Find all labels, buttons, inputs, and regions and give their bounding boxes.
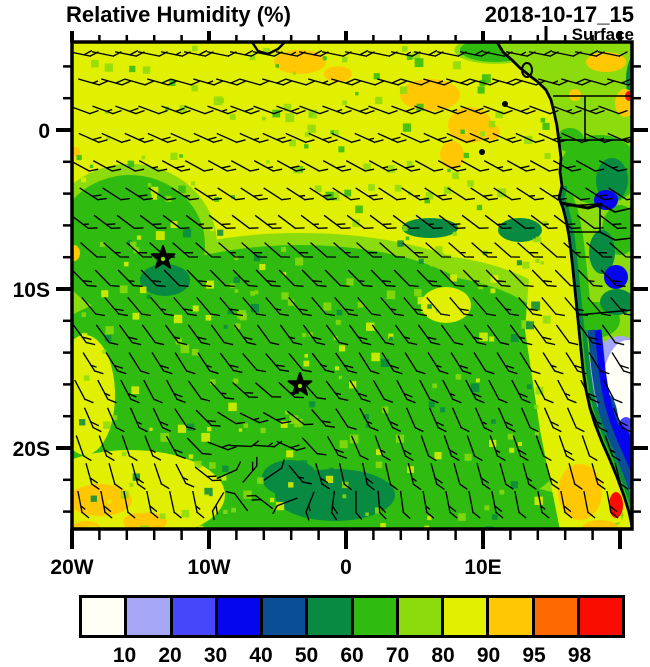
coastline: [495, 42, 632, 527]
x-tick-label: 0: [340, 556, 352, 579]
colorbar-label: 30: [203, 644, 228, 667]
island-outline: [521, 62, 533, 78]
colorbar-label: 50: [294, 644, 319, 667]
colorbar-box: [486, 595, 535, 638]
page-title: Relative Humidity (%): [66, 2, 291, 27]
island-dot: [479, 149, 485, 155]
colorbar-box: [305, 595, 354, 638]
colorbar-box: [350, 595, 399, 638]
x-axis-labels: 20W 10W 0 10E: [50, 556, 501, 579]
colorbar-label: 20: [158, 644, 182, 667]
colorbar-label: 70: [385, 644, 410, 667]
wind-barbs-layer: [72, 49, 632, 521]
y-tick-label: 0: [38, 120, 50, 143]
y-axis-labels: 0 10S 20S: [13, 120, 50, 461]
colorbar-label: 40: [249, 644, 273, 667]
axis-ticks: [56, 26, 648, 549]
colorbar-box: [79, 595, 128, 638]
star-marker: [150, 245, 176, 269]
colorbar-label: 98: [567, 644, 592, 667]
colorbar-box: [260, 595, 309, 638]
x-tick-label: 10E: [464, 556, 501, 579]
datetime-label: 2018-10-17_15: [484, 2, 634, 27]
colorbar: 10 20 30 40 50 60 70 80 90 95 98: [79, 595, 625, 667]
colorbar-box: [531, 595, 580, 638]
coast-notch: [251, 42, 286, 56]
star-marker: [287, 372, 313, 396]
colorbar-box: [441, 595, 490, 638]
colorbar-box: [169, 595, 218, 638]
y-tick-label: 20S: [13, 438, 50, 461]
island-dot: [502, 101, 508, 107]
colorbar-box: [576, 595, 625, 638]
rh-field-layer: [72, 42, 632, 529]
colorbar-box: [214, 595, 263, 638]
colorbar-box: [124, 595, 173, 638]
colorbar-label: 95: [522, 644, 546, 667]
y-tick-label: 10S: [13, 279, 50, 302]
colorbar-label: 60: [340, 644, 364, 667]
colorbar-label: 10: [112, 644, 137, 667]
colorbar-label: 90: [476, 644, 501, 667]
colorbar-box: [395, 595, 444, 638]
plot-frame: [70, 40, 634, 531]
x-tick-label: 10W: [187, 556, 230, 579]
x-tick-label: 20W: [50, 556, 93, 579]
colorbar-label: 80: [431, 644, 455, 667]
